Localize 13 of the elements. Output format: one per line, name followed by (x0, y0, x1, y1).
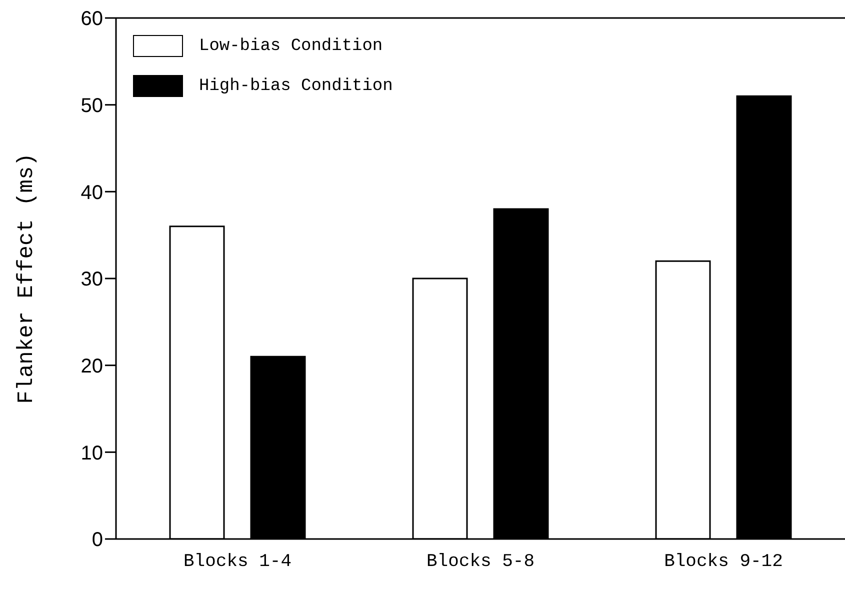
y-tick-label: 50 (80, 94, 103, 117)
y-tick-label: 20 (80, 355, 103, 378)
y-tick-label: 30 (80, 268, 103, 291)
y-tick-label: 40 (80, 182, 103, 204)
x-tick-label: Blocks 5-8 (426, 552, 535, 572)
x-tick-label: Blocks 1-4 (183, 552, 292, 572)
legend-label: High-bias Condition (199, 76, 393, 96)
y-axis-title: Flanker Effect (ms) (14, 153, 39, 404)
y-tick-label: 10 (80, 442, 103, 464)
x-tick-label: Blocks 9-12 (664, 552, 783, 572)
legend-label: Low-bias Condition (199, 36, 383, 56)
y-tick-label: 60 (80, 8, 103, 30)
y-tick-label: 0 (92, 529, 103, 552)
